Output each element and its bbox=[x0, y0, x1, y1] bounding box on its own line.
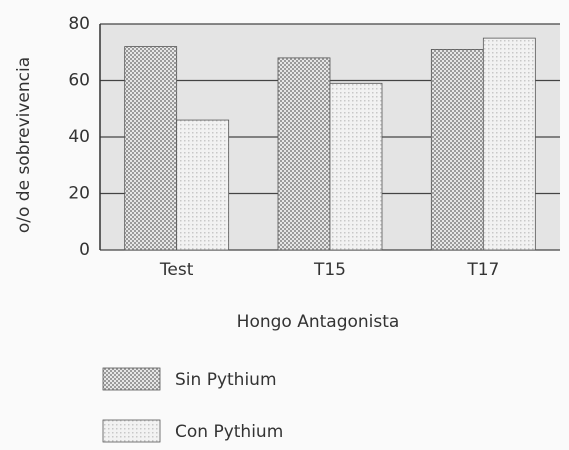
x-axis-label: Hongo Antagonista bbox=[237, 312, 400, 332]
x-tick-label: Test bbox=[159, 260, 194, 280]
legend-swatch bbox=[102, 419, 161, 443]
legend-swatch bbox=[102, 367, 161, 391]
legend-label: Sin Pythium bbox=[175, 370, 277, 390]
y-axis-label: o/o de sobrevivencia bbox=[14, 57, 34, 233]
y-tick-label: 80 bbox=[68, 14, 90, 34]
y-tick-label: 60 bbox=[68, 71, 90, 91]
bar bbox=[277, 57, 331, 251]
bar bbox=[482, 37, 536, 251]
bar bbox=[124, 46, 178, 251]
y-tick-label: 20 bbox=[68, 184, 90, 204]
y-tick-label: 0 bbox=[79, 240, 90, 260]
x-tick-label: T17 bbox=[466, 260, 499, 280]
bar bbox=[329, 82, 383, 251]
y-tick-label: 40 bbox=[68, 127, 90, 147]
legend-label: Con Pythium bbox=[175, 422, 283, 442]
bar bbox=[176, 119, 230, 251]
bar bbox=[430, 49, 484, 251]
x-tick-label: T15 bbox=[313, 260, 346, 280]
